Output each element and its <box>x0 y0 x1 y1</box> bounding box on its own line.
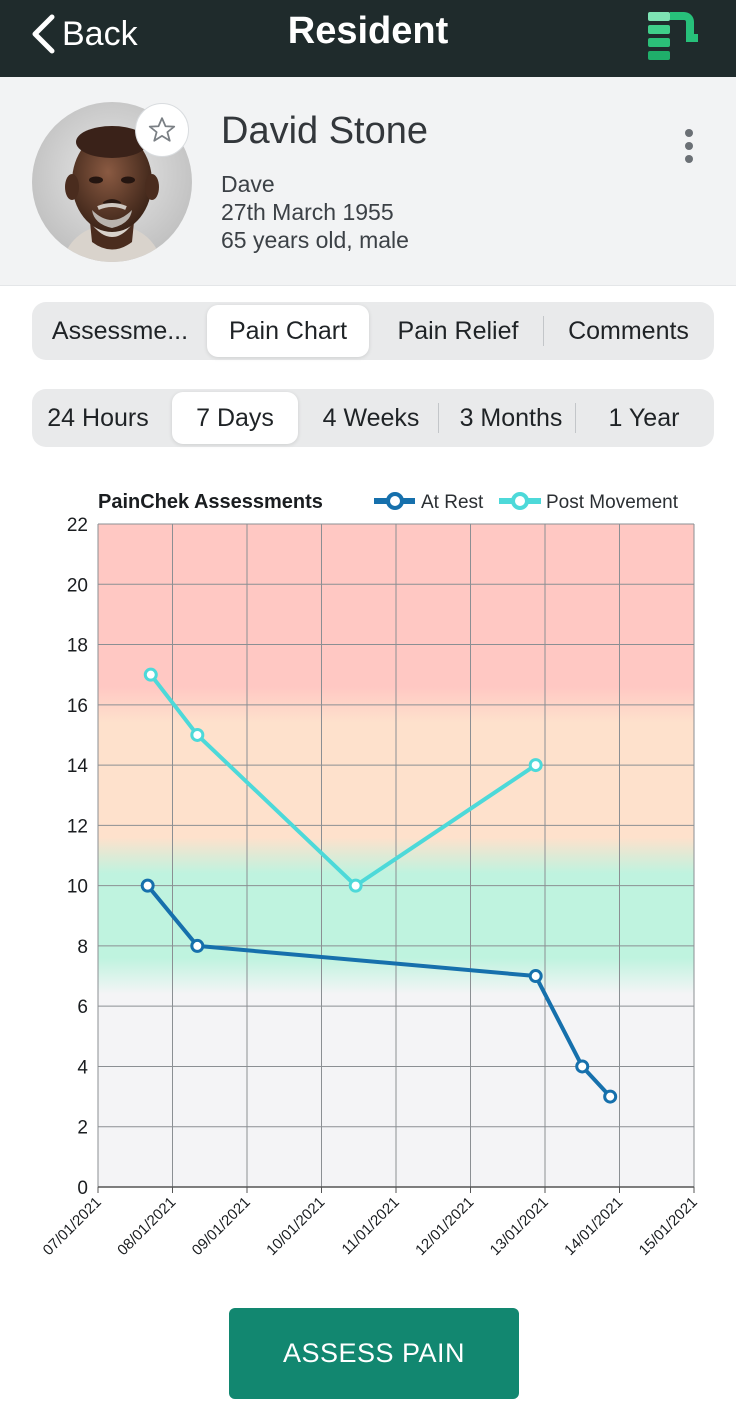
x-tick-label: 15/01/2021 <box>636 1194 701 1259</box>
app-logo-icon <box>648 12 698 60</box>
y-tick-label: 20 <box>67 575 88 596</box>
x-tick-label: 12/01/2021 <box>412 1194 477 1259</box>
data-point-post-movement[interactable] <box>528 758 543 773</box>
data-point-post-movement[interactable] <box>143 667 158 682</box>
y-tick-label: 10 <box>67 877 88 898</box>
star-icon <box>148 117 176 142</box>
y-tick-label: 14 <box>67 756 89 777</box>
y-tick-label: 8 <box>77 937 88 958</box>
y-tick-label: 4 <box>77 1057 88 1078</box>
data-point-at-rest[interactable] <box>140 878 155 893</box>
range-tabs: 24 Hours 7 Days 4 Weeks 3 Months 1 Year <box>32 389 714 447</box>
chart-legend: PainChek Assessments At Rest Post Moveme… <box>98 491 679 513</box>
x-tick-label: 11/01/2021 <box>339 1194 403 1258</box>
chart-series <box>140 667 618 1104</box>
x-tick-label: 09/01/2021 <box>189 1194 254 1259</box>
y-tick-label: 16 <box>67 696 88 717</box>
x-tick-label: 13/01/2021 <box>487 1194 552 1259</box>
pain-chart: 0 2 4 6 8 10 12 14 16 18 20 22 07/01/2021 08/01/2021 0… <box>40 491 701 1259</box>
tab-assessments[interactable]: Assessme... <box>51 316 189 345</box>
resident-nickname: Dave <box>221 171 275 197</box>
favorite-star-button[interactable] <box>135 103 189 157</box>
legend-at-rest[interactable]: At Rest <box>374 492 484 513</box>
range-4-weeks[interactable]: 4 Weeks <box>322 403 420 432</box>
range-divider <box>575 403 576 433</box>
tab-comments[interactable]: Comments <box>568 316 689 345</box>
data-point-post-movement[interactable] <box>348 878 363 893</box>
more-options-icon[interactable] <box>680 129 698 169</box>
y-tick-label: 12 <box>67 816 88 837</box>
tab-divider <box>543 316 544 346</box>
range-divider <box>438 403 439 433</box>
resident-age-sex: 65 years old, male <box>221 227 409 253</box>
legend-post-movement[interactable]: Post Movement <box>499 492 679 513</box>
y-tick-label: 0 <box>77 1178 88 1199</box>
data-point-at-rest[interactable] <box>603 1089 618 1104</box>
x-tick-label: 14/01/2021 <box>561 1194 626 1259</box>
section-tabs: Assessme... Pain Chart Pain Relief Comme… <box>32 302 714 360</box>
back-label: Back <box>62 14 138 53</box>
chevron-left-icon <box>32 14 55 54</box>
legend-post-movement-label: Post Movement <box>546 492 679 513</box>
data-point-at-rest[interactable] <box>190 938 205 953</box>
range-24-hours[interactable]: 24 Hours <box>47 403 149 432</box>
data-point-post-movement[interactable] <box>190 727 205 742</box>
x-tick-label: 10/01/2021 <box>263 1194 328 1259</box>
y-tick-label: 2 <box>77 1118 88 1139</box>
assess-pain-button[interactable]: ASSESS PAIN <box>229 1308 519 1399</box>
range-7-days[interactable]: 7 Days <box>172 392 298 444</box>
legend-at-rest-label: At Rest <box>421 492 484 513</box>
series-line-post-movement <box>149 673 537 888</box>
y-tick-label: 18 <box>67 636 88 657</box>
tab-pain-chart[interactable]: Pain Chart <box>207 305 369 357</box>
y-tick-label: 6 <box>77 997 88 1018</box>
tab-pain-relief[interactable]: Pain Relief <box>397 316 519 345</box>
chart-grid <box>97 523 695 1188</box>
page-title: Resident <box>287 10 449 52</box>
data-point-at-rest[interactable] <box>575 1059 590 1074</box>
resident-dob: 27th March 1955 <box>221 199 394 225</box>
x-tick-label: 07/01/2021 <box>40 1194 105 1259</box>
data-point-at-rest[interactable] <box>528 969 543 984</box>
resident-name: David Stone <box>221 110 429 152</box>
y-tick-label: 22 <box>67 515 88 536</box>
chart-title: PainChek Assessments <box>98 491 323 513</box>
top-bar: Back Resident <box>0 0 736 77</box>
range-3-months[interactable]: 3 Months <box>459 403 563 432</box>
x-tick-label: 08/01/2021 <box>114 1194 179 1259</box>
back-button[interactable]: Back <box>30 12 138 56</box>
range-1-year[interactable]: 1 Year <box>608 403 680 432</box>
resident-profile: David Stone Dave 27th March 1955 65 year… <box>0 77 736 286</box>
